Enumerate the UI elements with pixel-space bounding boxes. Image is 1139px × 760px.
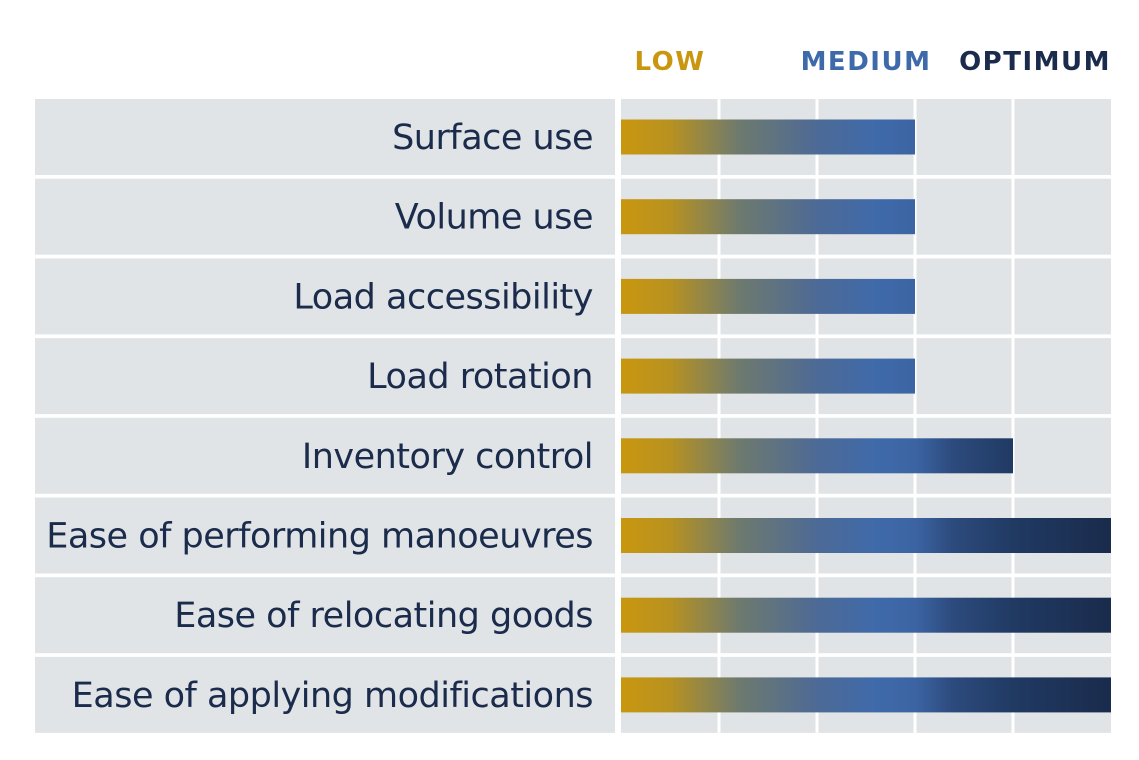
- bar-load-rotation: [621, 358, 915, 394]
- bar-ease-of-relocating-goods: [621, 597, 1111, 633]
- category-label: Inventory control: [302, 437, 593, 477]
- category-label: Ease of performing manoeuvres: [46, 517, 593, 557]
- chart-rows: [35, 99, 1111, 733]
- row-label-cell: [35, 338, 615, 415]
- row-label-cell: [35, 258, 615, 335]
- level-label-medium: MEDIUM: [801, 47, 932, 77]
- bar-ease-of-applying-modifications: [621, 677, 1111, 713]
- bar-surface-use: [621, 119, 915, 155]
- bar-volume-use: [621, 199, 915, 235]
- bar-inventory-control: [621, 438, 1013, 474]
- level-label-optimum: OPTIMUM: [959, 47, 1111, 77]
- category-label: Load rotation: [367, 357, 593, 397]
- category-label: Ease of relocating goods: [174, 596, 593, 636]
- bar-load-accessibility: [621, 278, 915, 314]
- row-label-cell: [35, 178, 615, 255]
- bar-ease-of-performing-manoeuvres: [621, 518, 1111, 553]
- category-label: Ease of applying modifications: [72, 676, 593, 716]
- level-label-low: LOW: [635, 47, 706, 77]
- row-label-cell: [35, 99, 615, 175]
- category-label: Volume use: [395, 198, 593, 238]
- row-label-cell: [35, 656, 615, 733]
- row-label-cell: [35, 417, 615, 494]
- category-labels: Surface use Volume use Load accessibility L…: [46, 118, 593, 716]
- chart-bars: [621, 119, 1111, 713]
- row-label-cell: [35, 497, 615, 574]
- row-label-cell: [35, 577, 615, 654]
- category-label: Surface use: [392, 118, 593, 158]
- category-label: Load accessibility: [293, 277, 593, 317]
- scale-level-labels: LOW MEDIUM OPTIMUM: [635, 47, 1111, 77]
